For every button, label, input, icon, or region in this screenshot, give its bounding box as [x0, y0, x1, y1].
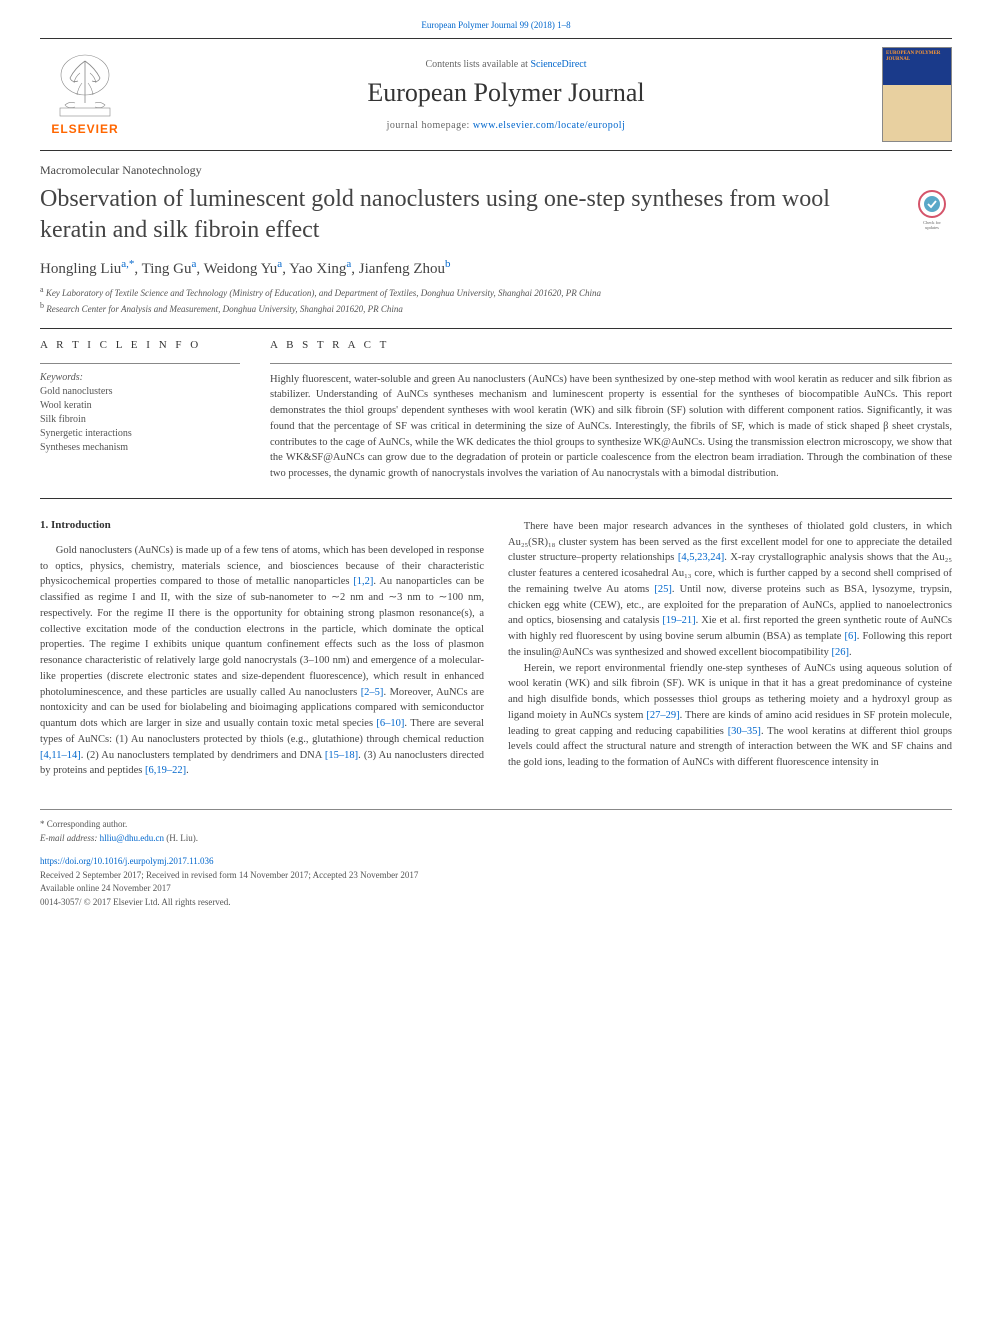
email-link[interactable]: hlliu@dhu.edu.cn: [100, 833, 164, 843]
contents-prefix: Contents lists available at: [425, 59, 530, 70]
author-0: Hongling Liua,*: [40, 261, 134, 277]
article-title: Observation of luminescent gold nanoclus…: [40, 184, 902, 246]
cover-text: EUROPEAN POLYMER JOURNAL: [883, 48, 951, 65]
homepage-line: journal homepage: www.elsevier.com/locat…: [140, 120, 872, 131]
keyword-3: Synergetic interactions: [40, 427, 240, 441]
abstract-heading: A B S T R A C T: [270, 339, 952, 351]
journal-reference-header: European Polymer Journal 99 (2018) 1–8: [40, 20, 952, 30]
info-abstract-row: A R T I C L E I N F O Keywords: Gold nan…: [40, 339, 952, 482]
journal-header: ELSEVIER Contents lists available at Sci…: [40, 38, 952, 151]
keywords-label: Keywords:: [40, 372, 240, 383]
author-4: Jianfeng Zhoub: [359, 261, 451, 277]
author-2: Weidong Yua: [204, 261, 283, 277]
elsevier-tree-icon: [50, 53, 120, 118]
authors-list: Hongling Liua,*, Ting Gua, Weidong Yua, …: [40, 258, 952, 278]
homepage-prefix: journal homepage:: [387, 120, 473, 131]
info-divider: [40, 363, 240, 364]
divider-top: [40, 328, 952, 329]
homepage-link[interactable]: www.elsevier.com/locate/europolj: [473, 120, 626, 131]
intro-paragraph-2: There have been major research advances …: [508, 519, 952, 661]
affiliation-b: b Research Center for Analysis and Measu…: [40, 300, 952, 316]
check-updates-icon[interactable]: Check for updates: [912, 188, 952, 232]
sciencedirect-link[interactable]: ScienceDirect: [530, 59, 586, 70]
available-line: Available online 24 November 2017: [40, 882, 952, 896]
email-suffix: (H. Liu).: [164, 833, 198, 843]
abstract-divider: [270, 363, 952, 364]
doi-link[interactable]: https://doi.org/10.1016/j.eurpolymj.2017…: [40, 856, 214, 866]
author-1: Ting Gua: [142, 261, 197, 277]
intro-paragraph-3: Herein, we report environmental friendly…: [508, 661, 952, 771]
article-info-heading: A R T I C L E I N F O: [40, 339, 240, 351]
title-row: Observation of luminescent gold nanoclus…: [40, 184, 952, 258]
keyword-4: Syntheses mechanism: [40, 441, 240, 455]
intro-heading: 1. Introduction: [40, 519, 484, 531]
main-content-columns: 1. Introduction Gold nanoclusters (AuNCs…: [40, 519, 952, 779]
article-info-column: A R T I C L E I N F O Keywords: Gold nan…: [40, 339, 240, 482]
keyword-0: Gold nanoclusters: [40, 385, 240, 399]
affiliations: a Key Laboratory of Textile Science and …: [40, 284, 952, 315]
journal-cover-thumbnail: EUROPEAN POLYMER JOURNAL: [882, 47, 952, 142]
corresponding-author: * Corresponding author.: [40, 818, 952, 832]
received-line: Received 2 September 2017; Received in r…: [40, 869, 952, 883]
email-label: E-mail address:: [40, 833, 100, 843]
author-3: Yao Xinga: [289, 261, 351, 277]
abstract-column: A B S T R A C T Highly fluorescent, wate…: [270, 339, 952, 482]
affiliation-a: a Key Laboratory of Textile Science and …: [40, 284, 952, 300]
footer: * Corresponding author. E-mail address: …: [40, 809, 952, 909]
keyword-2: Silk fibroin: [40, 413, 240, 427]
journal-ref-text: European Polymer Journal 99 (2018) 1–8: [421, 20, 570, 30]
elsevier-label: ELSEVIER: [51, 122, 118, 136]
svg-text:updates: updates: [925, 225, 939, 230]
divider-bottom: [40, 498, 952, 499]
email-line: E-mail address: hlliu@dhu.edu.cn (H. Liu…: [40, 832, 952, 846]
header-center: Contents lists available at ScienceDirec…: [140, 59, 872, 131]
copyright-line: 0014-3057/ © 2017 Elsevier Ltd. All righ…: [40, 896, 952, 910]
abstract-text: Highly fluorescent, water-soluble and gr…: [270, 372, 952, 482]
footer-block2: https://doi.org/10.1016/j.eurpolymj.2017…: [40, 855, 952, 909]
contents-line: Contents lists available at ScienceDirec…: [140, 59, 872, 70]
journal-title: European Polymer Journal: [140, 78, 872, 108]
keyword-1: Wool keratin: [40, 399, 240, 413]
section-label: Macromolecular Nanotechnology: [40, 163, 952, 178]
elsevier-logo: ELSEVIER: [40, 47, 130, 142]
intro-paragraph-1: Gold nanoclusters (AuNCs) is made up of …: [40, 543, 484, 779]
